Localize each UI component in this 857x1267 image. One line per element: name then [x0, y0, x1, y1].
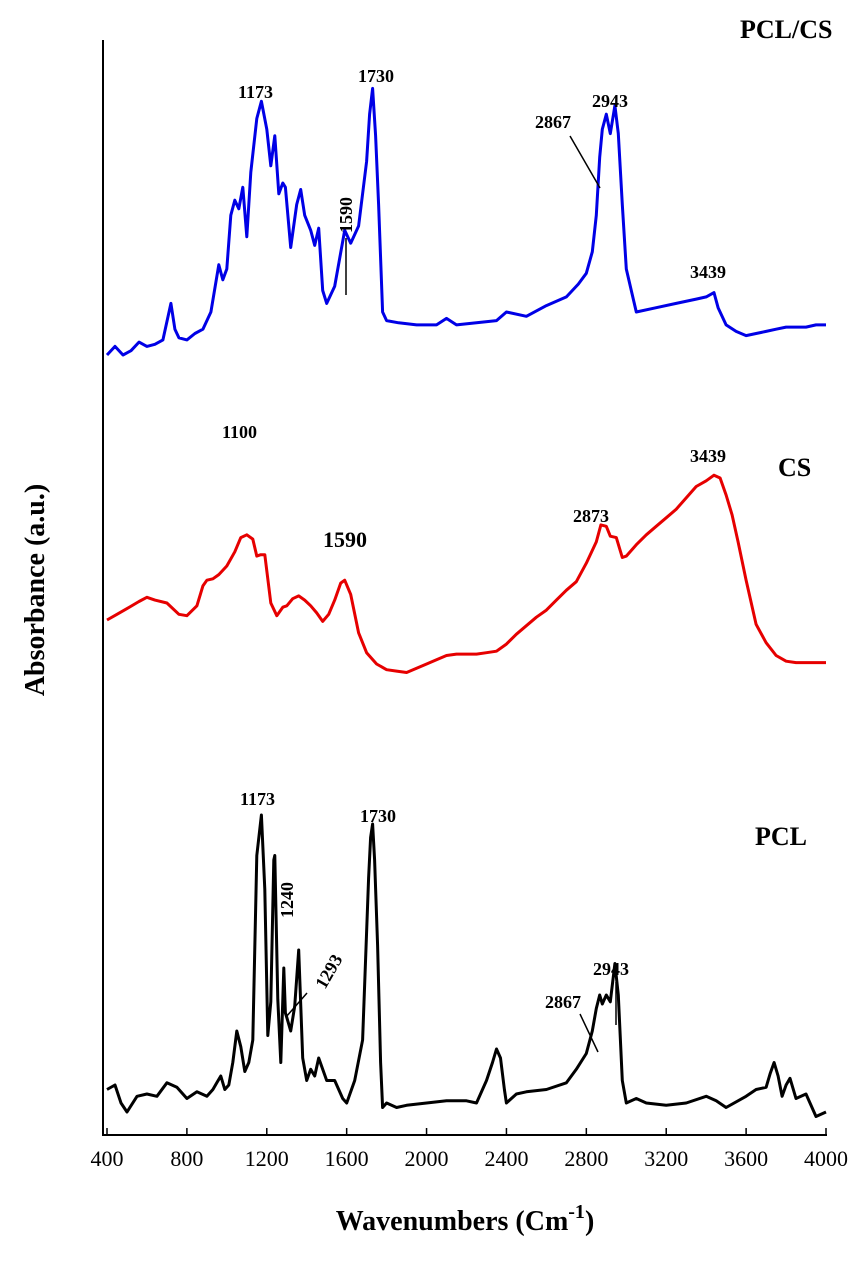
- x-axis-title-main: Wavenumbers (Cm: [336, 1206, 569, 1237]
- peak-label: 1240: [277, 882, 297, 918]
- peak-label: 1293: [311, 951, 346, 992]
- peak-label: 3439: [690, 262, 726, 282]
- peak-label: 2867: [535, 112, 571, 132]
- x-tick-label: 800: [170, 1146, 203, 1171]
- series-label-pcl: PCL: [755, 822, 807, 851]
- x-tick-label: 1600: [325, 1146, 369, 1171]
- peak-label: 1590: [336, 197, 356, 233]
- peak-pointer: [569, 135, 601, 189]
- x-axis-title-close: ): [585, 1206, 594, 1237]
- x-tick-label: 2800: [564, 1146, 608, 1171]
- peak-label: 1730: [360, 806, 396, 826]
- peak-pointer: [285, 992, 308, 1018]
- x-tick-label: 2400: [484, 1146, 528, 1171]
- x-tick-label: 400: [91, 1146, 124, 1171]
- series-line-pcl: [106, 813, 827, 1118]
- peak-label: 1590: [323, 527, 367, 552]
- series-label-pcl-cs: PCL/CS: [740, 15, 832, 44]
- x-tick-label: 4000: [804, 1146, 848, 1171]
- x-tick-label: 2000: [405, 1146, 449, 1171]
- x-axis-title-superscript: -1: [568, 1201, 585, 1223]
- series-line-cs: [106, 473, 826, 674]
- x-axis-ticks: 400 800 1200 1600 2000 2400 2800 3200 3600 4000: [91, 1128, 848, 1171]
- series-line-pcl-cs: [105, 86, 826, 357]
- x-axis-title: Wavenumbers (Cm-1): [336, 1201, 595, 1237]
- x-tick-label: 3600: [724, 1146, 768, 1171]
- x-tick-label: 1200: [245, 1146, 289, 1171]
- series-label-cs: CS: [778, 453, 811, 482]
- peak-label: 1173: [238, 82, 273, 102]
- x-tick-label: 3200: [644, 1146, 688, 1171]
- peak-pointer: [579, 1013, 599, 1053]
- peak-label: 1100: [222, 422, 257, 442]
- peak-label: 1173: [240, 789, 275, 809]
- peak-label: 1730: [358, 66, 394, 86]
- peak-label: 2943: [593, 959, 629, 979]
- peak-label: 2943: [592, 91, 628, 111]
- peak-label: 2873: [573, 506, 609, 526]
- y-axis-title: Absorbance (a.u.): [20, 484, 51, 696]
- peak-label: 2867: [545, 992, 581, 1012]
- peak-label: 3439: [690, 446, 726, 466]
